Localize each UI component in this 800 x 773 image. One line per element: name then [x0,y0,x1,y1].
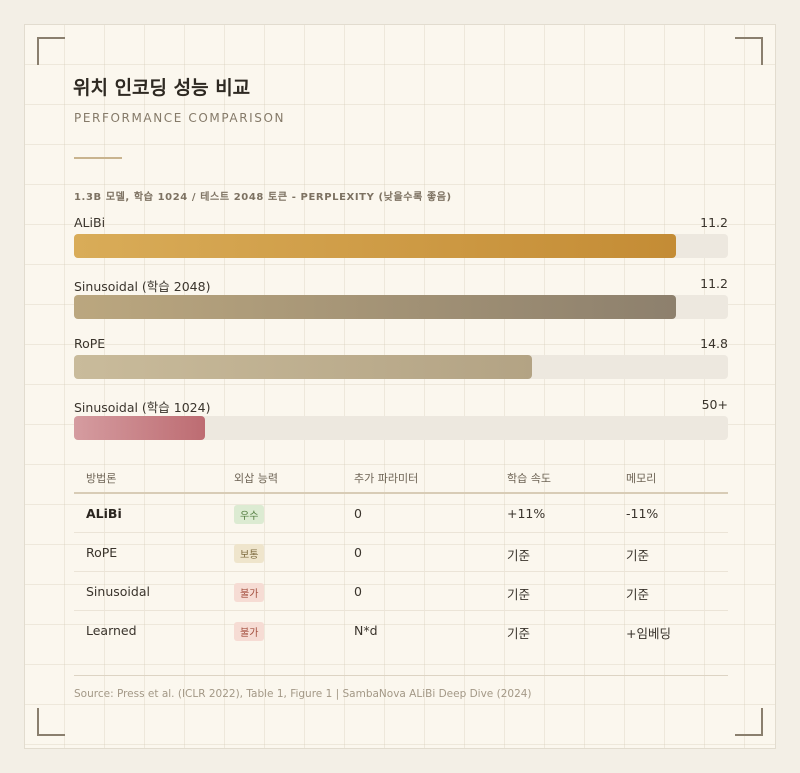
cell-method: ALiBi [86,506,122,521]
bar-label: Sinusoidal (학습 1024) [74,399,211,415]
cell-speed: +11% [507,506,546,521]
table-row: Learned 불가 N*d 기준 +임베딩 [74,611,728,650]
cell-speed: 기준 [507,587,531,602]
header-ability: 외삽 능력 [234,472,278,485]
bar [74,415,205,440]
cell-params: N*d [354,623,378,638]
ability-badge: 보통 [234,544,265,563]
footer-divider [74,675,728,676]
source-note: Source: Press et al. (ICLR 2022), Table … [74,688,532,700]
bar-track [74,234,728,258]
bar-row: RoPE 14.8 [74,334,728,395]
ability-badge: 우수 [234,505,265,524]
table-body: ALiBi 우수 0 +11% -11% RoPE 보통 0 기준 기준 Sinusoidal 불가 0… [74,494,728,650]
bar [74,294,676,319]
cell-method: Learned [86,623,137,638]
bar-row: ALiBi 11.2 [74,213,728,274]
cell-params: 0 [354,584,362,599]
page-subtitle: PERFORMANCE COMPARISON [74,111,286,125]
table-row: Sinusoidal 불가 0 기준 기준 [74,572,728,611]
bar-chart: ALiBi 11.2 Sinusoidal (학습 2048) 11.2 RoPE 14.… [74,213,728,455]
bar-track [74,415,728,440]
cell-method: RoPE [86,545,118,560]
cell-params: 0 [354,506,362,521]
bar-value-label: 11.2 [700,215,728,230]
bar-track [74,294,728,319]
title-divider [74,157,122,159]
comparison-card: 위치 인코딩 성능 비교 PERFORMANCE COMPARISON 1.3B… [24,24,776,749]
bar-value-label: 14.8 [700,336,728,351]
header-memory: 메모리 [626,472,657,485]
bar [74,355,532,379]
table-header: 방법론 외삽 능력 추가 파라미터 학습 속도 메모리 [74,462,728,494]
comparison-table: 방법론 외삽 능력 추가 파라미터 학습 속도 메모리 ALiBi 우수 0 +11%… [74,462,728,650]
bar-value-label: 11.2 [700,275,728,291]
bar-row: Sinusoidal (학습 2048) 11.2 [74,274,728,335]
bar-value-label: 50+ [701,396,728,412]
table-row: ALiBi 우수 0 +11% -11% [74,494,728,533]
cell-speed: 기준 [507,548,531,563]
corner-mark-bottom-right [735,708,763,736]
corner-mark-top-right [735,37,763,65]
cell-speed: 기준 [507,626,531,641]
bar-label: ALiBi [74,215,106,230]
cell-memory: +임베딩 [626,626,671,641]
bar-track [74,355,728,379]
cell-params: 0 [354,545,362,560]
header-params: 추가 파라미터 [354,472,419,485]
bar-label: Sinusoidal (학습 2048) [74,278,211,294]
cell-method: Sinusoidal [86,584,150,599]
cell-memory: 기준 [626,548,650,563]
bar-row: Sinusoidal (학습 1024) 50+ [74,395,728,456]
page-title: 위치 인코딩 성능 비교 [73,77,251,99]
ability-badge: 불가 [234,622,265,641]
header-method: 방법론 [86,472,117,485]
cell-memory: 기준 [626,587,650,602]
corner-mark-bottom-left [37,708,65,736]
corner-mark-top-left [37,37,65,65]
bar-label: RoPE [74,336,106,351]
ability-badge: 불가 [234,583,265,602]
table-row: RoPE 보통 0 기준 기준 [74,533,728,572]
cell-memory: -11% [626,506,659,521]
chart-caption: 1.3B 모델, 학습 1024 / 테스트 2048 토큰 - PERPLEX… [74,192,452,203]
bar [74,234,676,258]
header-speed: 학습 속도 [507,472,551,485]
